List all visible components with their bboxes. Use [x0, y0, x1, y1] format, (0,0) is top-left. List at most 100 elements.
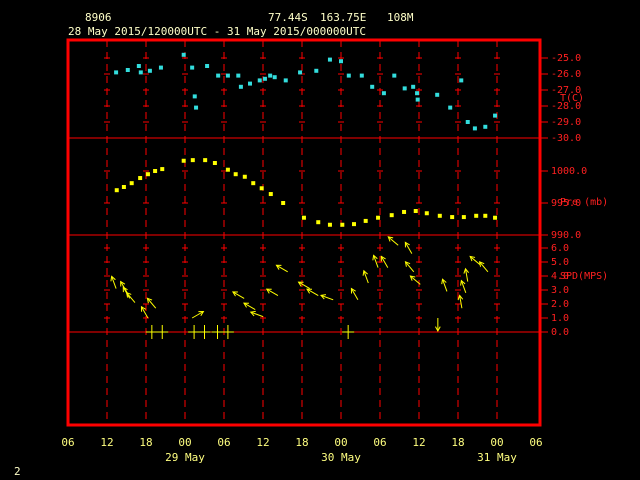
wind-arrow-part: [372, 254, 378, 261]
wind-arrow: [265, 288, 279, 297]
wind-arrow-part: [122, 286, 128, 293]
wind-arrow: [404, 261, 415, 273]
wind-arrow-part: [125, 291, 132, 298]
wind-arrow-part: [232, 291, 245, 299]
data-point: [268, 192, 273, 197]
data-point: [340, 222, 345, 227]
page-number: 2: [14, 465, 21, 478]
wind-arrow: [320, 294, 334, 301]
wind-arrow-part: [387, 236, 394, 242]
wind-arrow-part: [320, 294, 327, 300]
wind-arrow: [221, 325, 234, 339]
wind-arrow: [243, 302, 256, 311]
wind-arrow-part: [110, 275, 116, 282]
wind-arrow-part: [350, 287, 356, 294]
data-point: [147, 68, 152, 73]
wind-arrow-part: [380, 256, 389, 268]
frame: [66, 38, 542, 427]
wind-arrow-part: [457, 294, 464, 301]
data-point: [283, 78, 288, 83]
data-point: [472, 126, 477, 131]
wind-arrow-part: [405, 261, 415, 273]
wind-arrow-part: [380, 255, 386, 262]
data-point: [437, 213, 442, 218]
latitude: 77.44S: [268, 11, 308, 24]
wind-arrow-part: [469, 255, 476, 262]
x-tick-label: 06: [217, 436, 230, 449]
period: 28 May 2015/120000UTC - 31 May 2015/0000…: [68, 25, 366, 38]
data-point: [461, 215, 466, 220]
data-point: [346, 73, 351, 78]
wind-arrow-part: [387, 236, 399, 246]
wind-arrow: [463, 267, 470, 282]
data-point: [450, 215, 455, 220]
data-point: [136, 64, 141, 68]
y-tick-label: -25.0: [551, 53, 581, 64]
data-point: [493, 215, 498, 220]
wind-arrow: [441, 278, 448, 292]
y-tick-label: 4.0: [551, 271, 569, 282]
wind-arrow: [460, 279, 467, 293]
wind-arrow-part: [231, 291, 238, 297]
wind-arrow-part: [373, 255, 379, 268]
wind-arrow-part: [147, 297, 157, 309]
wind-arrow: [362, 269, 369, 284]
wind-arrow-part: [460, 279, 466, 286]
data-point: [424, 211, 429, 216]
data-point: [257, 78, 262, 83]
wind-arrow-part: [243, 302, 249, 308]
data-point: [483, 124, 488, 129]
data-point: [138, 176, 143, 181]
wind-arrow-part: [126, 292, 136, 303]
data-point: [125, 68, 130, 72]
data-point: [259, 186, 264, 191]
y-tick-label: -29.0: [551, 117, 581, 128]
wind-arrow-part: [243, 302, 256, 311]
wind-arrow-part: [363, 270, 369, 284]
wind-arrow-part: [441, 278, 447, 285]
wind-arrow: [342, 325, 355, 339]
x-tick-label: 12: [412, 436, 425, 449]
data-point: [402, 86, 407, 91]
date-label: 31 May: [477, 451, 517, 464]
data-point: [158, 65, 163, 70]
data-point: [301, 215, 306, 220]
data-point: [376, 215, 381, 220]
wind-arrow-part: [460, 280, 467, 293]
data-point: [363, 218, 368, 223]
y-tick-label: -27.0: [551, 85, 581, 96]
data-point: [389, 213, 394, 218]
wind-arrow: [125, 291, 136, 303]
y-axis-label: Pre (mb): [560, 197, 608, 208]
y-tick-label: 1.0: [551, 313, 569, 324]
wind-arrow-part: [297, 281, 304, 287]
wind-arrow-part: [442, 279, 448, 292]
wind-arrow-part: [478, 261, 485, 267]
data-point: [415, 91, 420, 96]
data-point: [194, 105, 199, 110]
data-point: [411, 84, 416, 89]
wind-arrow: [435, 318, 441, 333]
station-id: 8906: [85, 11, 112, 24]
data-point: [298, 70, 303, 75]
data-point: [153, 169, 158, 173]
wind-arrow-part: [404, 241, 410, 248]
wind-arrow-part: [465, 268, 469, 282]
wind-arrow-part: [249, 310, 256, 317]
y-tick-label: 0.0: [551, 327, 569, 338]
wind-arrow: [350, 287, 359, 301]
wind-arrow: [457, 294, 464, 309]
data-point: [415, 97, 420, 102]
data-point: [248, 81, 252, 86]
y-tick-label: -26.0: [551, 69, 581, 80]
wind-arrow: [156, 325, 169, 339]
wind-arrow-part: [350, 288, 359, 301]
data-point: [448, 105, 453, 110]
wind-arrow-part: [469, 256, 481, 266]
wind-arrow: [146, 297, 157, 309]
data-point: [205, 64, 210, 68]
data-point: [370, 84, 375, 89]
data-point: [129, 181, 134, 186]
data-point: [272, 75, 277, 80]
wind-arrow-part: [111, 276, 117, 289]
